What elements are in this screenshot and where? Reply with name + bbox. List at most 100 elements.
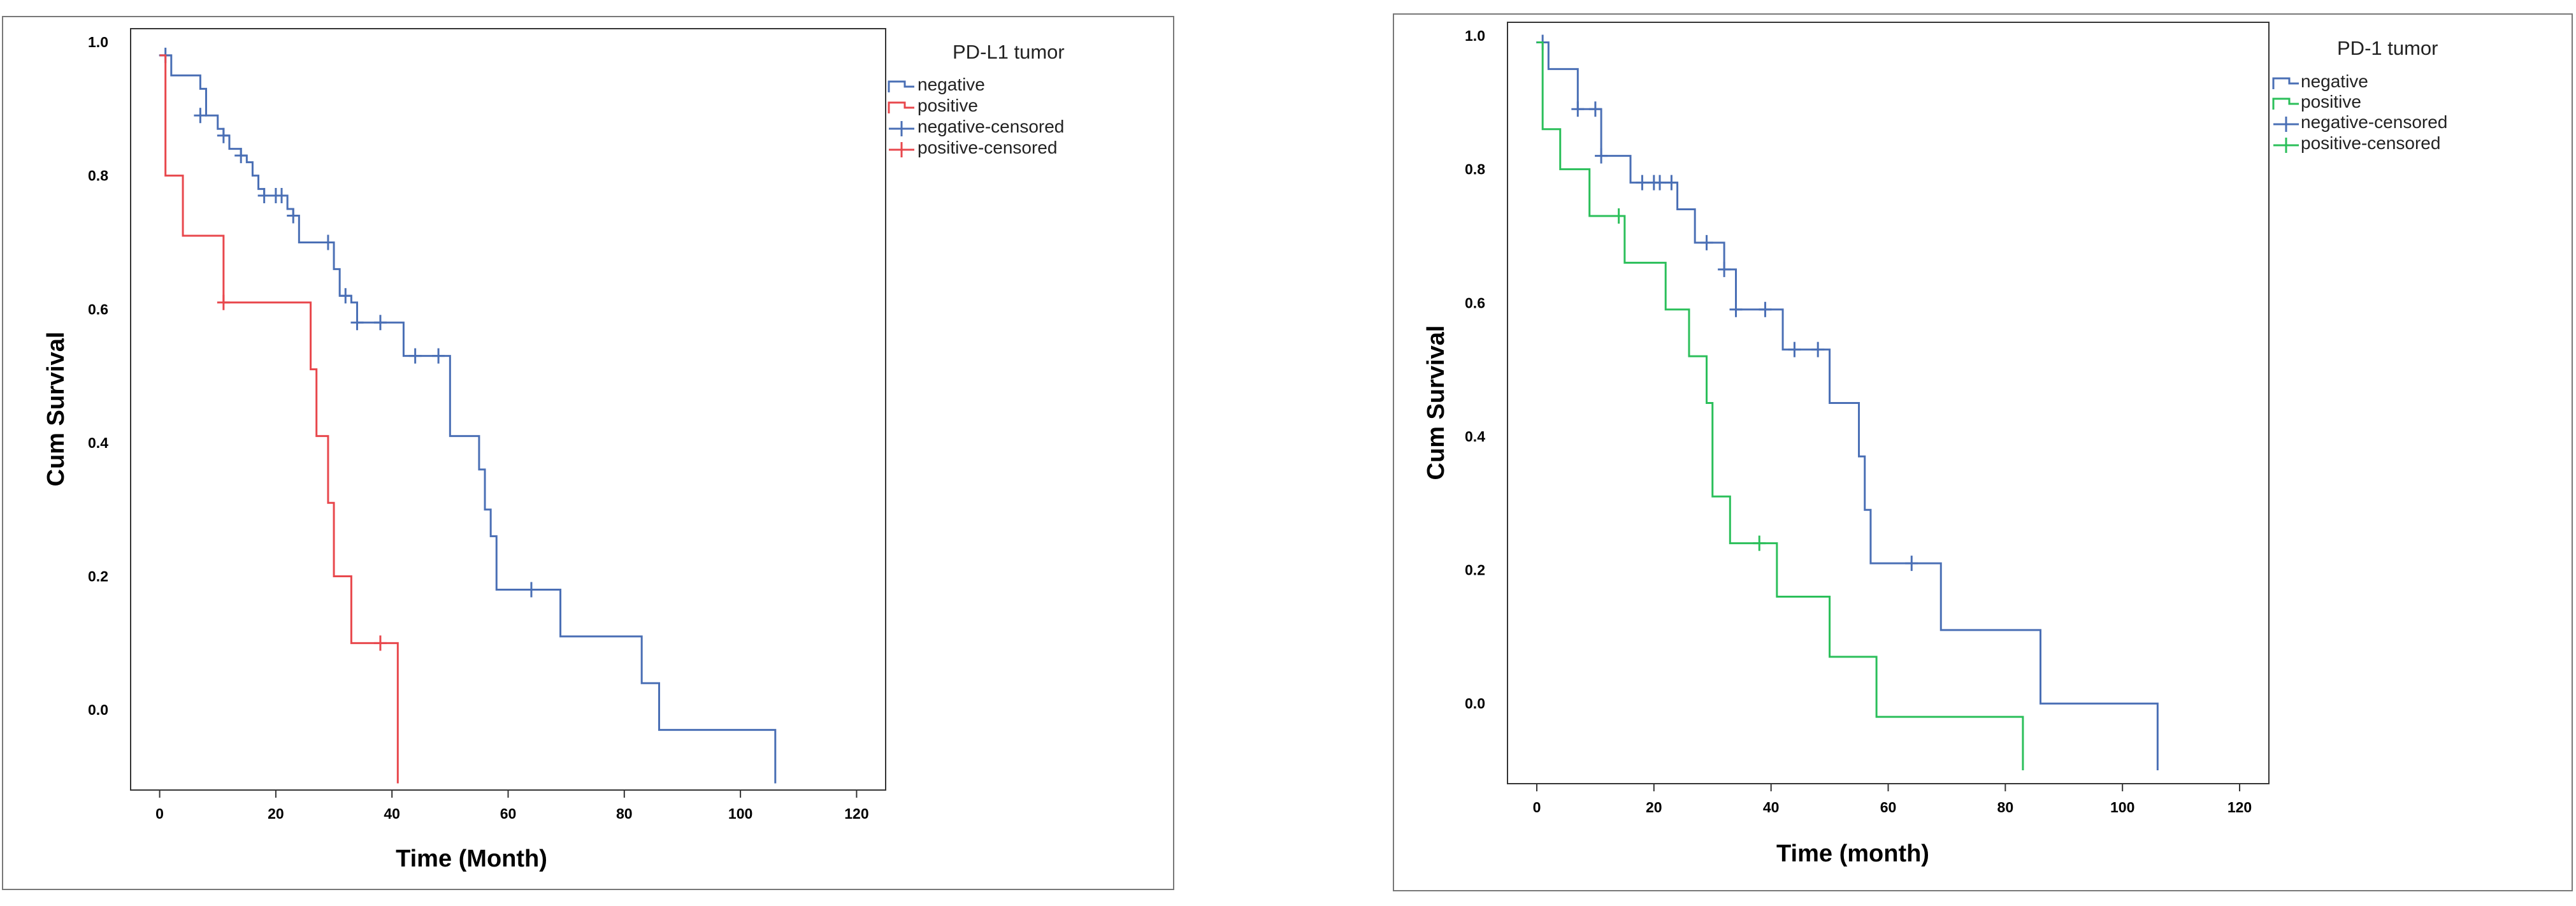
- y-tick-label: 0.8: [1465, 161, 1485, 178]
- legend: negative positive negative-censored posi…: [2272, 71, 2447, 153]
- x-tick-label: 40: [384, 805, 400, 822]
- censor-mark-negative: [1665, 175, 1678, 191]
- x-tick-label: 20: [1646, 799, 1662, 816]
- censor-mark-positive: [373, 635, 387, 651]
- y-tick-label: 0.2: [88, 568, 108, 585]
- legend-item-positive-censored: positive-censored: [2273, 133, 2440, 153]
- legend-label-positive: positive: [917, 96, 978, 115]
- censor-mark-negative: [373, 315, 387, 331]
- censor-mark-negative: [1718, 261, 1731, 277]
- km-chart-pd-l1: Cum Survival Time (Month) PD-L1 tumor ne…: [0, 0, 1185, 906]
- x-tick-label: 40: [1763, 799, 1780, 816]
- y-axis-label: Cum Survival: [43, 332, 69, 487]
- censor-mark-negative: [1759, 301, 1772, 317]
- chart-border: [2, 16, 1174, 890]
- censor-mark-negative: [234, 148, 248, 164]
- legend-label-negative-censored: negative-censored: [917, 117, 1064, 136]
- legend-label-negative-censored: negative-censored: [2301, 112, 2447, 132]
- legend-title: PD-1 tumor: [2337, 37, 2438, 59]
- legend-swatch-positive-censored: [889, 142, 914, 157]
- censor-mark-negative: [408, 348, 422, 364]
- y-tick-label: 0.2: [1465, 562, 1485, 579]
- legend-item-positive-censored: positive-censored: [889, 138, 1057, 157]
- censor-mark-negative: [1588, 101, 1602, 117]
- x-axis-label: Time (month): [1776, 840, 1929, 867]
- x-tick-label: 60: [500, 805, 517, 822]
- legend-swatch-negative-censored: [889, 121, 914, 136]
- chart-border: [1393, 13, 2573, 891]
- censor-mark-negative: [194, 108, 207, 124]
- legend-item-negative-censored: negative-censored: [2273, 112, 2447, 132]
- censor-mark-negative: [1636, 175, 1649, 191]
- y-tick-label: 1.0: [88, 34, 108, 50]
- censor-mark-negative: [321, 234, 335, 250]
- censor-mark-negative: [1729, 301, 1743, 317]
- censor-mark-negative: [257, 188, 271, 204]
- y-tick-label: 0.4: [88, 435, 108, 451]
- y-tick-label: 0.0: [88, 701, 108, 718]
- legend-swatch-negative: [2272, 77, 2299, 89]
- x-tick-label: 120: [844, 805, 868, 822]
- y-tick-label: 0.6: [88, 301, 108, 317]
- censor-mark-negative: [524, 582, 538, 598]
- censor-mark-negative: [1700, 234, 1713, 250]
- legend-title: PD-L1 tumor: [953, 41, 1065, 63]
- plot-area: [130, 28, 886, 791]
- legend-label-negative: negative: [917, 75, 985, 94]
- legend-swatch-positive: [888, 101, 914, 113]
- censor-mark-negative: [275, 188, 288, 204]
- censor-mark-negative: [1653, 175, 1666, 191]
- km-chart-pd-l1-svg: Cum Survival Time (Month) PD-L1 tumor ne…: [2, 16, 1174, 890]
- x-tick-label: 20: [268, 805, 284, 822]
- censor-mark-negative: [350, 315, 364, 331]
- legend-swatch-negative: [888, 80, 914, 92]
- censor-mark-negative: [1571, 101, 1585, 117]
- censor-mark-negative: [339, 288, 352, 304]
- legend-label-positive: positive: [2301, 92, 2361, 111]
- x-tick-label: 100: [2110, 799, 2134, 816]
- legend-swatch-positive-censored: [2273, 138, 2299, 153]
- censor-mark-negative: [1905, 556, 1918, 572]
- legend-swatch-positive: [2272, 97, 2299, 110]
- legend: negative positive negative-censored posi…: [888, 75, 1064, 157]
- censor-mark-positive: [1753, 535, 1766, 551]
- y-tick-label: 0.8: [88, 168, 108, 184]
- censor-mark-positive: [1612, 208, 1625, 224]
- legend-label-positive-censored: positive-censored: [917, 138, 1057, 157]
- plot-area: [1507, 22, 2270, 784]
- km-chart-pd-1: Cum Survival Time (month) PD-1 tumor neg…: [1391, 0, 2576, 906]
- survival-curve-positive: [1536, 41, 2024, 771]
- censor-mark-positive: [217, 294, 230, 310]
- censor-mark-negative: [287, 208, 300, 224]
- survival-curve-positive: [159, 54, 399, 784]
- x-tick-label: 80: [616, 805, 633, 822]
- survival-curve-negative: [1536, 41, 2159, 771]
- legend-item-positive: positive: [888, 96, 978, 115]
- legend-label-positive-censored: positive-censored: [2301, 133, 2440, 153]
- survival-curve-negative: [159, 54, 777, 784]
- censor-mark-negative: [432, 348, 445, 364]
- x-tick-label: 0: [1533, 799, 1541, 816]
- x-tick-label: 100: [728, 805, 752, 822]
- censor-mark-negative: [1811, 342, 1825, 357]
- legend-item-negative: negative: [888, 75, 985, 94]
- x-tick-label: 80: [1997, 799, 2014, 816]
- y-tick-label: 0.0: [1465, 695, 1485, 712]
- legend-swatch-negative-censored: [2273, 117, 2299, 132]
- censor-mark-negative: [217, 127, 230, 143]
- km-chart-pd-1-svg: Cum Survival Time (month) PD-1 tumor neg…: [1393, 13, 2573, 891]
- x-tick-label: 120: [2227, 799, 2252, 816]
- legend-item-positive: positive: [2272, 92, 2361, 111]
- y-tick-label: 1.0: [1465, 27, 1485, 44]
- y-tick-label: 0.4: [1465, 428, 1485, 445]
- x-tick-label: 60: [1880, 799, 1897, 816]
- legend-label-negative: negative: [2301, 71, 2368, 91]
- legend-item-negative: negative: [2272, 71, 2368, 91]
- censor-mark-negative: [1788, 342, 1801, 357]
- x-tick-label: 0: [155, 805, 164, 822]
- censor-mark-negative: [1595, 148, 1608, 164]
- legend-item-negative-censored: negative-censored: [889, 117, 1064, 136]
- x-axis-label: Time (Month): [396, 845, 547, 872]
- y-axis-label: Cum Survival: [1423, 326, 1450, 480]
- y-tick-label: 0.6: [1465, 294, 1485, 311]
